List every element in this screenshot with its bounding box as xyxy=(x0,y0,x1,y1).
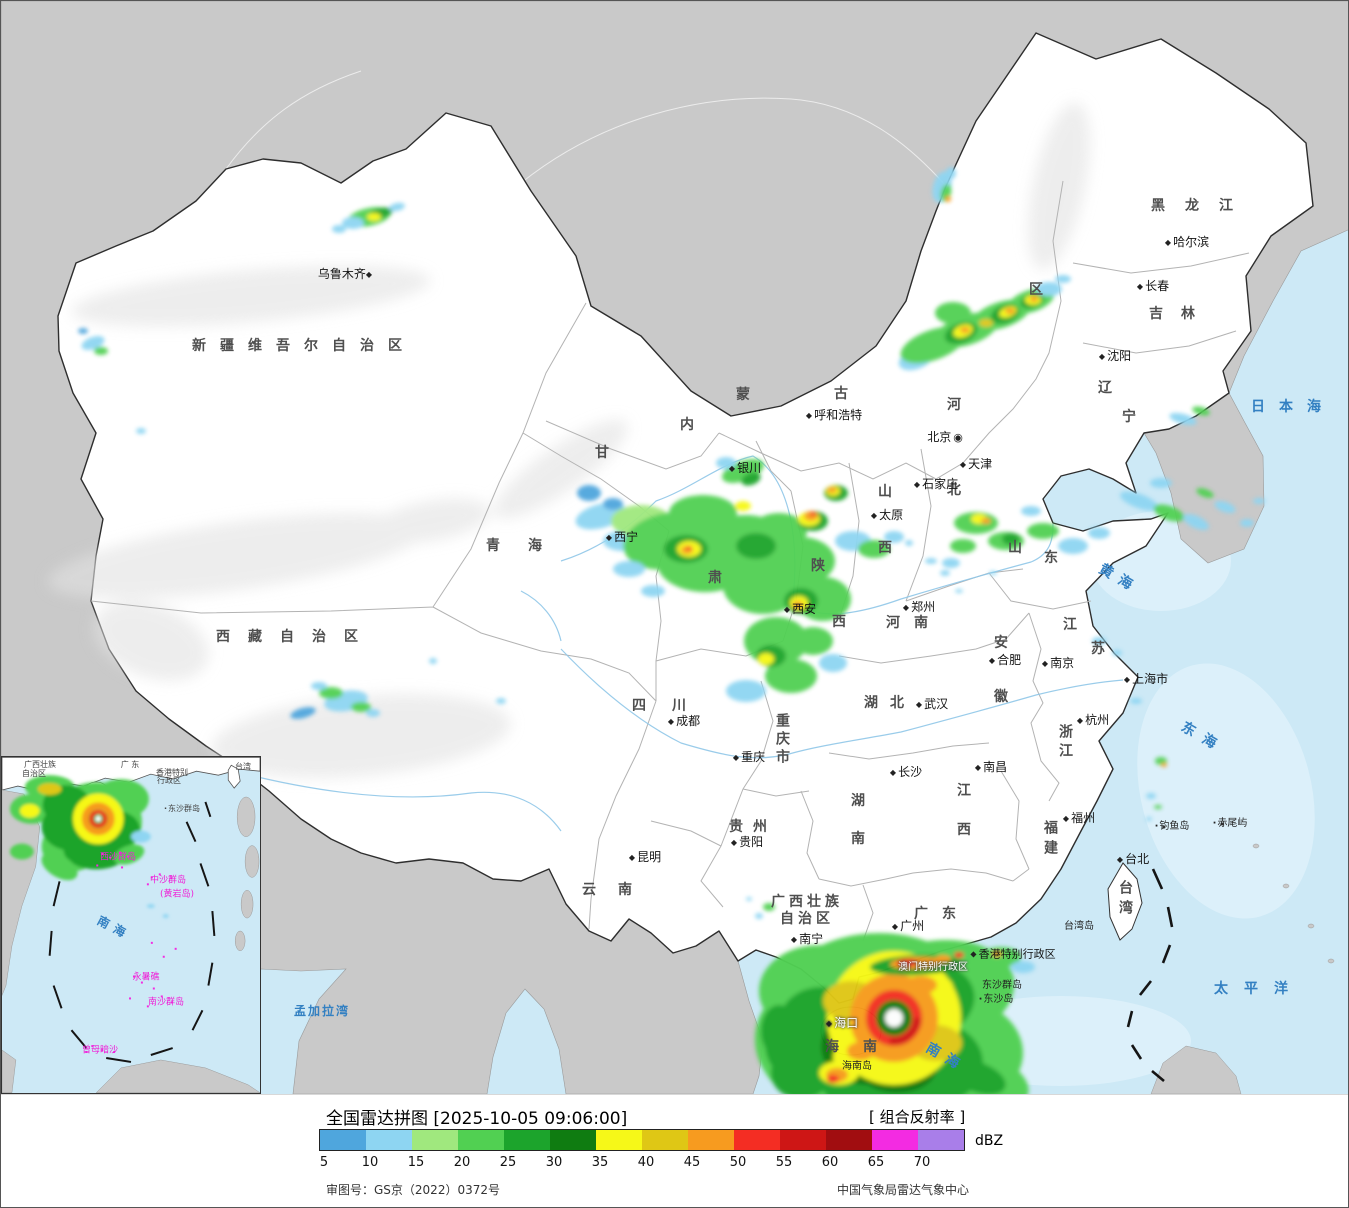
inset-malay xyxy=(2,1049,17,1093)
colorbar-tick-40: 40 xyxy=(637,1155,655,1170)
inset-philippines xyxy=(234,796,260,952)
colorbar-cell-50 xyxy=(734,1130,780,1150)
map-approval-number: 审图号：GS京（2022）0372号 xyxy=(326,1183,500,1197)
colorbar-tick-50: 50 xyxy=(729,1155,747,1170)
colorbar-tick-45: 45 xyxy=(683,1155,701,1170)
colorbar-tick-35: 35 xyxy=(591,1155,609,1170)
colorbar-cell-55 xyxy=(780,1130,826,1150)
colorbar-cell-25 xyxy=(504,1130,550,1150)
colorbar-cell-70 xyxy=(918,1130,964,1150)
inset-nine-dash-line xyxy=(48,801,216,1063)
colorbar-tick-65: 65 xyxy=(867,1155,885,1170)
foreign-country-borders xyxy=(225,70,947,187)
terrain-shading xyxy=(47,102,1090,778)
legend-band: 全国雷达拼图 [2025-10-05 09:06:00] [ 组合反射率 ] d… xyxy=(1,1094,1348,1207)
colorbar-cell-5 xyxy=(320,1130,366,1150)
map-title: 全国雷达拼图 [2025-10-05 09:06:00] xyxy=(326,1109,628,1129)
taiwan-island xyxy=(1107,862,1143,941)
small-island-dots xyxy=(1162,822,1224,829)
inset-map xyxy=(2,757,260,1093)
colorbar-tick-70: 70 xyxy=(913,1155,931,1170)
dbz-unit-label: dBZ xyxy=(975,1133,1004,1149)
offshore-islands xyxy=(1150,843,1335,1094)
colorbar-cell-35 xyxy=(596,1130,642,1150)
colorbar-cell-60 xyxy=(826,1130,872,1150)
colorbar-cell-45 xyxy=(688,1130,734,1150)
main-map xyxy=(1,1,1348,1094)
colorbar-cell-30 xyxy=(550,1130,596,1150)
colorbar-cell-20 xyxy=(458,1130,504,1150)
colorbar-tick-55: 55 xyxy=(775,1155,793,1170)
typhoon-echo xyxy=(755,933,1035,1094)
colorbar-cell-10 xyxy=(366,1130,412,1150)
dbz-colorbar xyxy=(319,1129,965,1151)
colorbar-cell-65 xyxy=(872,1130,918,1150)
inset-reef-dots xyxy=(85,851,177,1054)
nine-dash-line xyxy=(1126,868,1174,1082)
colorbar-tick-60: 60 xyxy=(821,1155,839,1170)
inset-typhoon-echo xyxy=(9,775,169,919)
south-china-sea-inset: 广西壮族 自治区广 东香港特别 行政区 台湾 ·东沙群岛 西沙群岛 中沙群岛 (黄岩岛) 南海永… xyxy=(1,756,261,1094)
data-source-credit: 中国气象局雷达气象中心 xyxy=(837,1183,970,1197)
colorbar-cell-40 xyxy=(642,1130,688,1150)
inset-taiwan xyxy=(227,764,241,789)
colorbar-tick-20: 20 xyxy=(453,1155,471,1170)
colorbar-tick-15: 15 xyxy=(407,1155,425,1170)
colorbar-tick-10: 10 xyxy=(361,1155,379,1170)
province-borders xyxy=(90,180,1250,942)
colorbar-tick-25: 25 xyxy=(499,1155,517,1170)
radar-echo-layer xyxy=(78,167,1265,919)
colorbar-tick-30: 30 xyxy=(545,1155,563,1170)
colorbar-tick-5: 5 xyxy=(319,1155,329,1170)
colorbar-cell-15 xyxy=(412,1130,458,1150)
product-name: [ 组合反射率 ] xyxy=(869,1108,966,1126)
inset-borneo xyxy=(95,1059,260,1093)
